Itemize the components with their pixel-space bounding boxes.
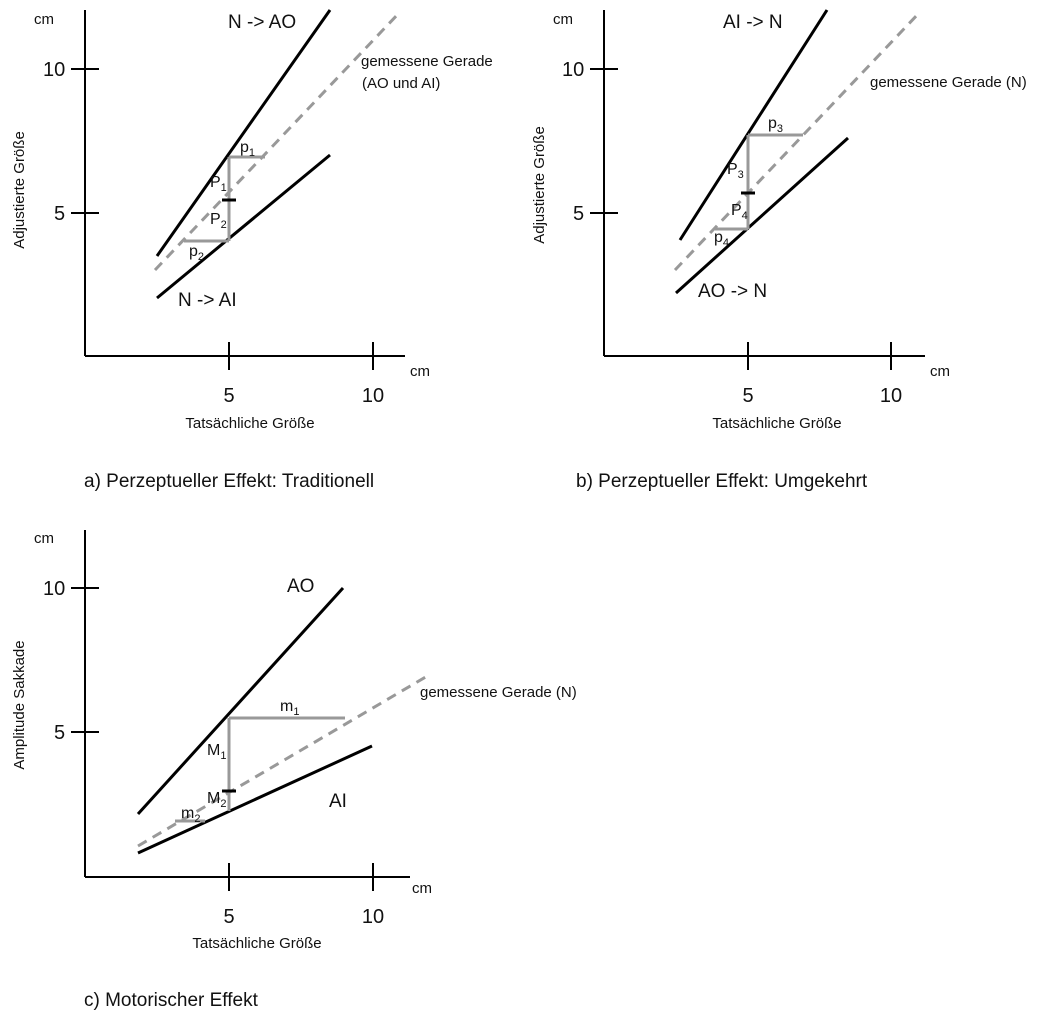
y-axis-title: Adjustierte Größe	[531, 126, 548, 244]
panel-a-plot: cm 10 5 Adjustierte Größe cm 5 10 Tatsäc…	[11, 9, 493, 432]
seg-label-P4: P4	[731, 202, 748, 222]
label-ao: AO	[287, 576, 314, 597]
x-tick-label-10: 10	[880, 385, 902, 407]
x-tick-label-5: 5	[223, 906, 234, 928]
label-n-to-ao: N -> AO	[228, 12, 296, 33]
seg-label-p3: p3	[768, 115, 783, 135]
panel-a: cm 10 5 Adjustierte Größe cm 5 10 Tatsäc…	[0, 0, 520, 500]
label-n-to-ai: N -> AI	[178, 290, 237, 311]
seg-label-p1: p1	[240, 139, 255, 159]
y-tick-label-10: 10	[43, 59, 65, 81]
y-tick-label-5: 5	[573, 203, 584, 225]
x-unit-label: cm	[410, 363, 430, 380]
line-ao-to-n	[674, 136, 850, 295]
line-ai	[137, 744, 373, 855]
x-tick-label-10: 10	[362, 385, 384, 407]
label-ai-to-n: AI -> N	[723, 12, 783, 33]
x-axis-title: Tatsächliche Größe	[185, 415, 314, 432]
line-gemessene-gerade	[673, 10, 922, 272]
label-gemessene-gerade: gemessene Gerade (N)	[420, 684, 577, 701]
y-unit-label: cm	[553, 11, 573, 28]
panel-b-plot: cm 10 5 Adjustierte Größe cm 5 10 Tatsäc…	[531, 9, 1027, 432]
x-axis-title: Tatsächliche Größe	[712, 415, 841, 432]
seg-label-P3: P3	[727, 161, 744, 181]
y-unit-label: cm	[34, 11, 54, 28]
y-tick-label-10: 10	[43, 578, 65, 600]
line-ao	[136, 586, 345, 816]
seg-label-m2: m2	[181, 805, 200, 825]
x-tick-label-10: 10	[362, 906, 384, 928]
seg-label-m1: m1	[280, 698, 299, 718]
line-ai-to-n	[678, 9, 829, 241]
x-axis-title: Tatsächliche Größe	[192, 935, 321, 952]
seg-label-P2: P2	[210, 211, 227, 231]
y-tick-label-5: 5	[54, 203, 65, 225]
caption-b: b) Perzeptueller Effekt: Umgekehrt	[576, 471, 868, 492]
x-tick-label-5: 5	[223, 385, 234, 407]
y-axis-title: Amplitude Sakkade	[11, 640, 28, 769]
label-ai: AI	[329, 791, 347, 812]
caption-a: a) Perzeptueller Effekt: Traditionell	[84, 471, 375, 492]
seg-label-M2: M2	[207, 790, 226, 810]
seg-label-P1: P1	[210, 174, 227, 194]
y-unit-label: cm	[34, 530, 54, 547]
x-unit-label: cm	[412, 880, 432, 897]
x-unit-label: cm	[930, 363, 950, 380]
panel-b: cm 10 5 Adjustierte Größe cm 5 10 Tatsäc…	[520, 0, 1055, 500]
label-gemessene-gerade: gemessene Gerade	[361, 53, 493, 70]
label-gemessene-gerade-line2: (AO und AI)	[362, 75, 440, 92]
y-tick-label-10: 10	[562, 59, 584, 81]
seg-label-p2: p2	[189, 243, 204, 263]
y-axis-title: Adjustierte Größe	[11, 131, 28, 249]
x-tick-label-5: 5	[742, 385, 753, 407]
label-ao-to-n: AO -> N	[698, 281, 767, 302]
line-n-to-ai	[156, 153, 331, 300]
line-gemessene-gerade	[153, 10, 402, 272]
line-n-to-ao	[155, 9, 332, 257]
label-gemessene-gerade: gemessene Gerade (N)	[870, 74, 1027, 91]
seg-label-p4: p4	[714, 229, 729, 249]
panel-c-plot: cm 10 5 Amplitude Sakkade cm 5 10 Tatsäc…	[11, 530, 577, 952]
panel-c: cm 10 5 Amplitude Sakkade cm 5 10 Tatsäc…	[0, 515, 620, 1014]
line-gemessene-gerade	[137, 673, 430, 848]
caption-c: c) Motorischer Effekt	[84, 990, 258, 1011]
y-tick-label-5: 5	[54, 722, 65, 744]
seg-label-M1: M1	[207, 742, 226, 762]
